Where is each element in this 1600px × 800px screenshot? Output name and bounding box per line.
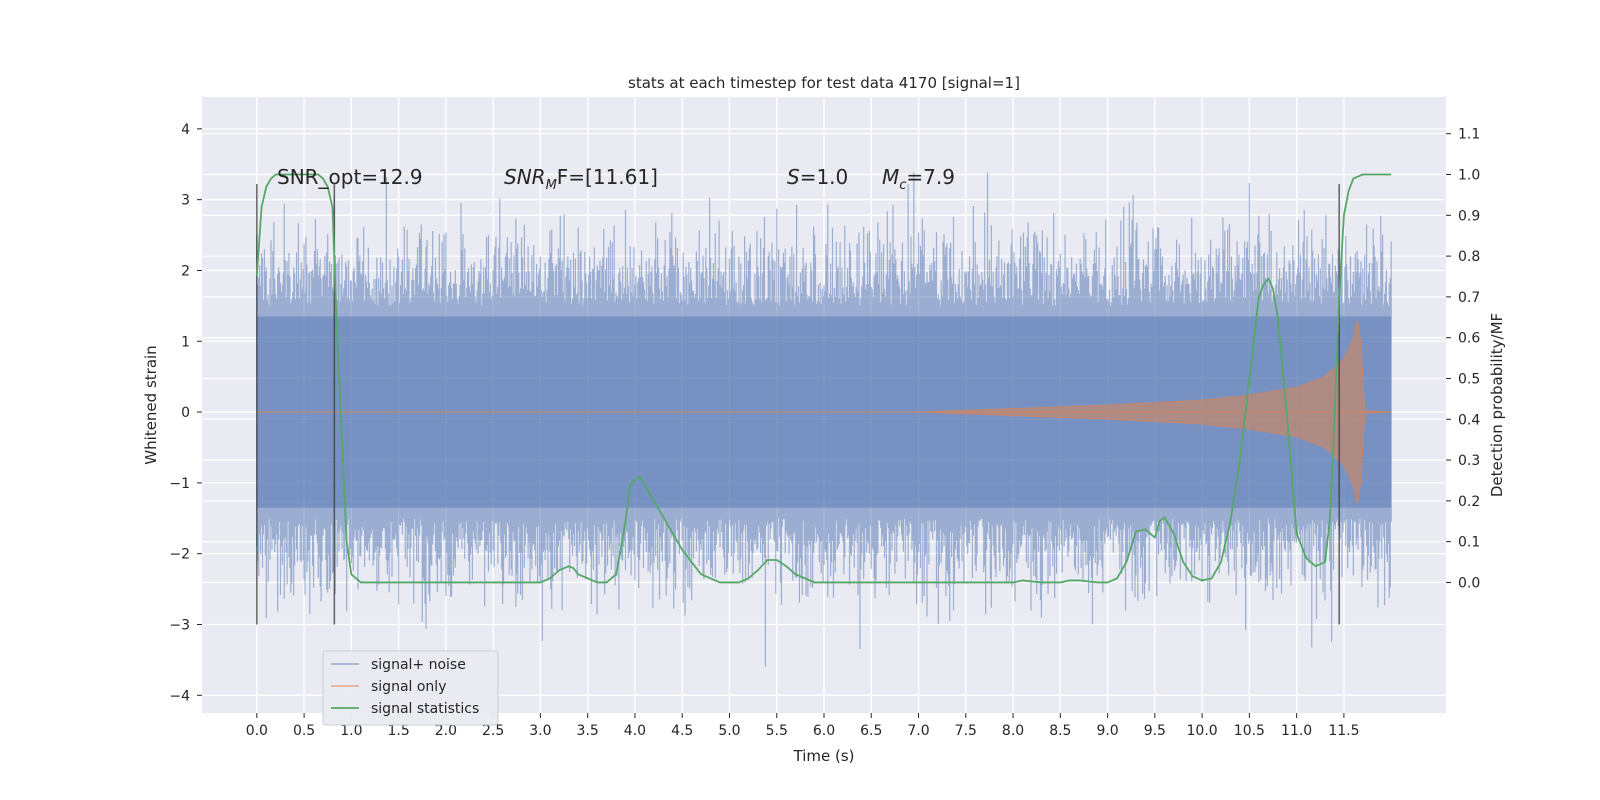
annotation-snr-mf-sub: M xyxy=(546,178,557,193)
annotation-mc-var: M xyxy=(882,165,899,189)
y-right-tick-label: 0.6 xyxy=(1458,331,1480,347)
annotation-snr-mf: SNRMF=[11.61] xyxy=(504,165,658,193)
x-tick-label: 8.5 xyxy=(1049,723,1071,739)
x-tick-label: 1.5 xyxy=(387,723,409,739)
y-left-axis-label: Whitened strain xyxy=(142,345,160,464)
annotation-s: S=1.0 xyxy=(787,165,848,189)
annotation-mc: Mc=7.9 xyxy=(882,165,955,193)
y-left-tick-label: −4 xyxy=(169,688,190,704)
x-tick-label: 6.0 xyxy=(813,723,835,739)
x-tick-label: 11.5 xyxy=(1328,723,1359,739)
y-left-tick-label: 3 xyxy=(181,193,190,209)
x-tick-label: 9.0 xyxy=(1096,723,1118,739)
annotation-snr-mf-rest: F=[11.61] xyxy=(557,165,658,189)
x-tick-label: 10.0 xyxy=(1187,723,1218,739)
y-right-tick-label: 0.4 xyxy=(1458,412,1480,428)
y-right-tick-label: 0.0 xyxy=(1458,575,1480,591)
x-tick-label: 5.5 xyxy=(766,723,788,739)
y-right-tick-label: 0.7 xyxy=(1458,290,1480,306)
x-tick-label: 7.5 xyxy=(955,723,977,739)
y-right-axis-label: Detection probability/MF xyxy=(1488,313,1506,497)
x-axis-label: Time (s) xyxy=(793,747,855,765)
chart-title: stats at each timestep for test data 417… xyxy=(628,74,1020,92)
x-tick-label: 1.0 xyxy=(340,723,362,739)
y-right-tick-label: 0.9 xyxy=(1458,208,1480,224)
y-right-axis-ticks: 1.1 1.0 0.9 0.8 0.7 0.6 0.5 0.4 0.3 0.2 0.1 0.0 xyxy=(1446,127,1480,591)
x-tick-label: 3.0 xyxy=(529,723,551,739)
annotation-mc-rest: =7.9 xyxy=(906,165,955,189)
y-left-axis-ticks: 4 3 2 1 0 −1 −2 −3 −4 xyxy=(169,122,202,704)
x-tick-label: 0.0 xyxy=(246,723,268,739)
signal-statistics-series xyxy=(255,173,1392,584)
x-tick-label: 8.0 xyxy=(1002,723,1024,739)
y-left-tick-label: 2 xyxy=(181,263,190,279)
y-right-tick-label: 0.2 xyxy=(1458,494,1480,510)
annotation-s-rest: =1.0 xyxy=(800,165,849,189)
x-tick-label: 2.0 xyxy=(435,723,457,739)
y-right-tick-label: 0.5 xyxy=(1458,371,1480,387)
legend: signal+ noise signal only signal statist… xyxy=(322,650,499,726)
y-right-tick-label: 1.1 xyxy=(1458,127,1480,143)
x-tick-label: 4.5 xyxy=(671,723,693,739)
y-left-tick-label: −3 xyxy=(169,617,190,633)
y-left-tick-label: −1 xyxy=(169,476,190,492)
x-tick-label: 0.5 xyxy=(293,723,315,739)
legend-box xyxy=(322,650,499,726)
signal-only-series xyxy=(256,319,1392,505)
y-left-tick-label: 4 xyxy=(181,122,190,138)
legend-label-stats: signal statistics xyxy=(371,701,479,717)
x-tick-label: 2.5 xyxy=(482,723,504,739)
legend-label-signal: signal only xyxy=(371,679,446,695)
y-right-tick-label: 0.8 xyxy=(1458,249,1480,265)
y-left-tick-label: 0 xyxy=(181,405,190,421)
legend-label-noise: signal+ noise xyxy=(371,657,466,673)
x-tick-label: 4.0 xyxy=(624,723,646,739)
y-right-tick-label: 0.3 xyxy=(1458,453,1480,469)
x-tick-label: 7.0 xyxy=(907,723,929,739)
y-right-tick-label: 1.0 xyxy=(1458,168,1480,184)
signal-statistics-line xyxy=(255,173,1392,584)
annotation-mc-sub: c xyxy=(899,178,906,193)
y-right-tick-label: 0.1 xyxy=(1458,535,1480,551)
x-tick-label: 6.5 xyxy=(860,723,882,739)
x-axis-ticks: 0.0 0.5 1.0 1.5 2.0 2.5 3.0 3.5 4.0 4.5 5.0 5.5 6.0 6… xyxy=(246,713,1359,739)
y-left-tick-label: −2 xyxy=(169,547,190,563)
y-left-tick-label: 1 xyxy=(181,334,190,350)
annotation-snr-mf-main: SNR xyxy=(504,165,546,189)
x-tick-label: 5.0 xyxy=(718,723,740,739)
x-tick-label: 9.5 xyxy=(1144,723,1166,739)
x-tick-label: 11.0 xyxy=(1281,723,1312,739)
annotation-snr-opt: SNR_opt=12.9 xyxy=(277,165,423,189)
annotation-s-var: S xyxy=(787,165,800,189)
x-tick-label: 10.5 xyxy=(1234,723,1265,739)
x-tick-label: 3.5 xyxy=(577,723,599,739)
